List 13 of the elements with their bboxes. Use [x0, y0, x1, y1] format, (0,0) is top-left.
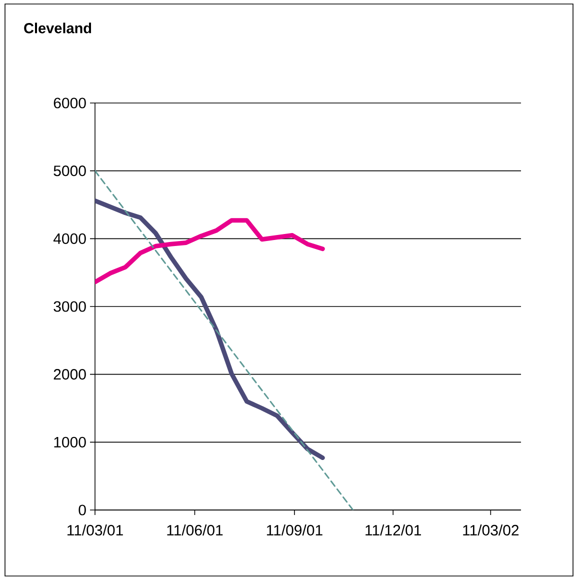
x-tick-label: 11/03/01 [68, 524, 123, 536]
y-tick-label: 3000 [54, 301, 86, 312]
x-tick-label: 11/09/01 [266, 524, 322, 536]
y-tick-label: 6000 [54, 98, 86, 108]
y-tick-label: 0 [78, 504, 86, 516]
y-tick-label: 1000 [54, 436, 86, 448]
y-tick-label: 4000 [53, 233, 86, 244]
chart-title: Cleveland [24, 22, 92, 34]
x-tick-label: 11/06/01 [167, 524, 223, 536]
x-tick-label: 11/12/01 [366, 524, 421, 536]
x-tick-label: 11/03/02 [463, 524, 519, 536]
y-tick-label: 5000 [54, 166, 86, 176]
y-tick-label: 2000 [54, 369, 86, 380]
